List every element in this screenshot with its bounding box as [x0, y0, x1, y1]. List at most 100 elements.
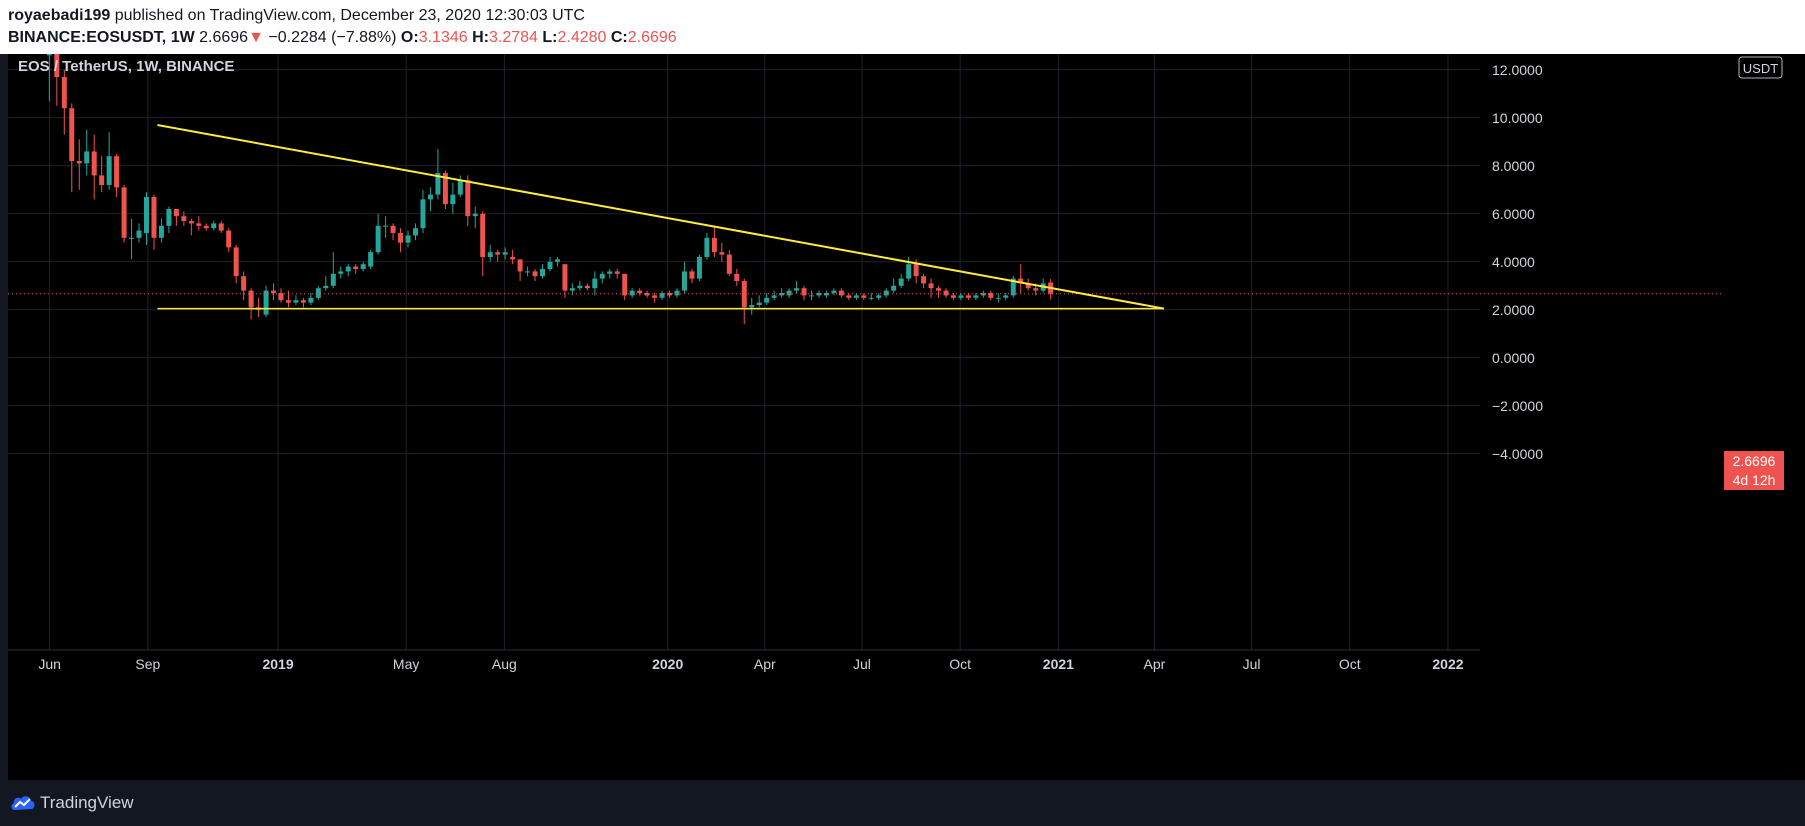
trendline[interactable]	[157, 124, 1165, 310]
candle-body	[711, 237, 717, 253]
currency-label[interactable]: USDT	[1743, 61, 1778, 76]
currency-button-frame[interactable]	[1738, 56, 1783, 79]
candle-body	[629, 290, 635, 296]
candle-body	[450, 194, 456, 205]
candle-body	[315, 288, 321, 298]
candle-body	[203, 225, 209, 229]
candle-body	[823, 293, 829, 296]
currency-button[interactable]: USDT	[1738, 56, 1783, 79]
candlestick-chart[interactable]: 18.000016.000014.000012.000010.00008.000…	[8, 54, 1805, 780]
candle-body	[936, 288, 942, 291]
candle-body	[779, 293, 785, 296]
candle-body	[345, 266, 351, 272]
candle-body	[54, 54, 60, 77]
price-tick-label: 10.0000	[1492, 110, 1543, 126]
candle-body	[300, 300, 306, 303]
candle-body	[285, 300, 291, 303]
candle-body	[921, 276, 927, 284]
time-tick-label: Apr	[1144, 656, 1166, 672]
candle-body	[696, 257, 702, 279]
price-tick-label: −4.0000	[1492, 446, 1543, 462]
candle-body	[435, 173, 441, 195]
candle-body	[158, 225, 164, 238]
candle-body	[84, 151, 90, 164]
candle-body	[46, 54, 52, 56]
candle-body	[495, 252, 501, 255]
candle-body	[667, 293, 673, 296]
candle-body	[801, 288, 807, 296]
candle-body	[114, 156, 120, 188]
candle-body	[980, 293, 986, 296]
candle-body	[891, 285, 897, 291]
candle-body	[584, 285, 590, 289]
candle-body	[868, 297, 874, 299]
candle-body	[831, 290, 837, 293]
candle-body	[674, 290, 680, 296]
candle-body	[465, 180, 471, 217]
candle-body	[271, 290, 277, 293]
candle-body	[405, 235, 411, 243]
low-label: L:	[542, 29, 558, 46]
price-tick-label: 8.0000	[1492, 158, 1535, 174]
candle-body	[592, 278, 598, 289]
time-tick-label: Apr	[754, 656, 776, 672]
time-tick-label: Jul	[853, 656, 871, 672]
tradingview-cloud-icon[interactable]	[10, 793, 36, 813]
symbol-ohlc-line: BINANCE:EOSUSDT, 1W 2.6696▼ −0.2284 (−7.…	[8, 29, 677, 47]
candle-body	[398, 233, 404, 243]
price-axis[interactable]: 18.000016.000014.000012.000010.00008.000…	[1492, 54, 1543, 462]
candle-body	[457, 180, 463, 195]
author-name[interactable]: royaebadi199	[8, 7, 111, 24]
chart-background	[8, 54, 1805, 780]
candle-body	[771, 295, 777, 298]
candle-body	[1033, 288, 1039, 291]
open-value: 3.1346	[418, 29, 468, 46]
candle-body	[622, 273, 628, 296]
candle-body	[726, 254, 732, 274]
time-tick-label: Sep	[135, 656, 160, 672]
footer: TradingView	[0, 780, 1805, 826]
candle-body	[644, 293, 650, 296]
price-tick-label: 4.0000	[1492, 254, 1535, 270]
price-tick-label: 6.0000	[1492, 206, 1535, 222]
candle-body	[480, 213, 486, 257]
candle-body	[76, 161, 82, 164]
candle-body	[278, 293, 284, 301]
candle-body	[607, 271, 613, 274]
time-tick-label: 2020	[652, 656, 683, 672]
candle-body	[226, 230, 232, 248]
candle-body	[151, 197, 157, 238]
candle-body	[659, 293, 665, 298]
published-text: published on TradingView.com, December 2…	[114, 7, 585, 24]
candle-body	[569, 288, 575, 291]
candle-body	[928, 283, 934, 289]
candle-body	[1018, 278, 1024, 284]
candle-body	[330, 273, 336, 286]
trendlines[interactable]	[157, 124, 1165, 310]
candle-body	[360, 264, 366, 269]
candle-body	[166, 209, 172, 226]
price-change: −0.2284 (−7.88%)	[268, 29, 397, 46]
time-tick-label: May	[393, 656, 419, 672]
time-tick-label: Oct	[1339, 656, 1361, 672]
candle-body	[91, 151, 97, 176]
candle-body	[427, 194, 433, 200]
candle-body	[562, 264, 568, 291]
candle-body	[988, 293, 994, 298]
time-tick-label: Jul	[1243, 656, 1261, 672]
candle-body	[196, 223, 202, 226]
close-value: 2.6696	[627, 29, 677, 46]
time-axis[interactable]: Jun Sep 2019 May Aug 2020 Apr Jul Oct 2021 Apr Jul O…	[38, 656, 1463, 672]
candle-body	[876, 295, 882, 298]
candle-body	[129, 237, 135, 239]
candle-body	[143, 197, 149, 233]
tradingview-brand[interactable]: TradingView	[40, 793, 134, 812]
candle-body	[846, 295, 852, 298]
candle-body	[525, 271, 531, 273]
candle-body	[308, 297, 314, 303]
candle-body	[913, 264, 919, 277]
symbol-name: BINANCE:EOSUSDT,	[8, 29, 167, 46]
candle-body	[861, 295, 867, 298]
candle-body	[577, 285, 583, 289]
interval: 1W	[170, 29, 195, 46]
